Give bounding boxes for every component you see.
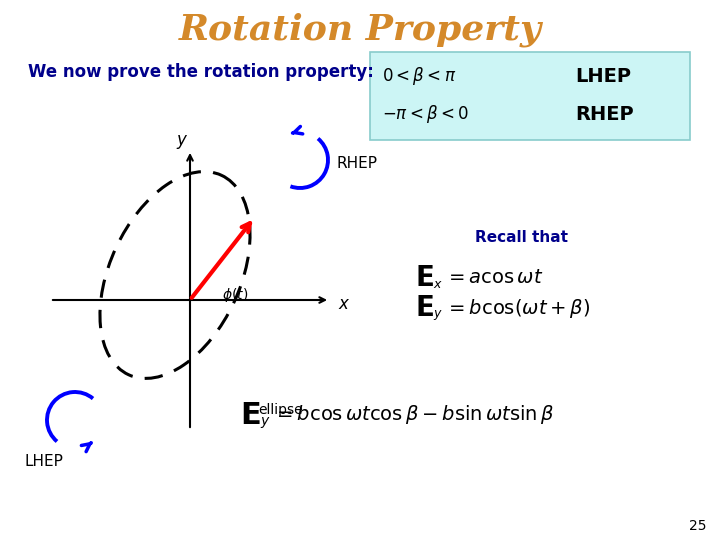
Text: $\phi(t)$: $\phi(t)$ xyxy=(222,286,248,304)
Text: $= b\cos\omega t\cos\beta - b\sin\omega t\sin\beta$: $= b\cos\omega t\cos\beta - b\sin\omega … xyxy=(273,403,554,427)
Text: We now prove the rotation property:: We now prove the rotation property: xyxy=(28,63,374,81)
Text: 25: 25 xyxy=(688,519,706,533)
Text: $= b\cos(\omega t + \beta)$: $= b\cos(\omega t + \beta)$ xyxy=(445,296,590,320)
Text: $y$: $y$ xyxy=(433,308,443,322)
Text: Rotation Property: Rotation Property xyxy=(179,13,541,47)
Text: $-\pi < \beta < 0$: $-\pi < \beta < 0$ xyxy=(382,103,469,125)
Text: $\mathbf{E}$: $\mathbf{E}$ xyxy=(415,294,434,322)
Text: RHEP: RHEP xyxy=(336,157,377,172)
Text: $= a\cos\omega t$: $= a\cos\omega t$ xyxy=(445,269,544,287)
Text: ellipse: ellipse xyxy=(258,403,302,417)
Text: LHEP: LHEP xyxy=(25,455,64,469)
Text: $x$: $x$ xyxy=(338,295,351,313)
Text: $0 < \beta < \pi$: $0 < \beta < \pi$ xyxy=(382,65,456,87)
Text: LHEP: LHEP xyxy=(575,66,631,85)
Text: Recall that: Recall that xyxy=(475,231,568,246)
Text: $\mathbf{E}$: $\mathbf{E}$ xyxy=(240,401,261,429)
Text: $\mathbf{E}$: $\mathbf{E}$ xyxy=(415,264,434,292)
Text: $y$: $y$ xyxy=(176,133,189,151)
Text: RHEP: RHEP xyxy=(575,105,634,124)
Text: $y$: $y$ xyxy=(260,415,271,430)
FancyBboxPatch shape xyxy=(370,52,690,140)
Text: $x$: $x$ xyxy=(433,279,443,292)
